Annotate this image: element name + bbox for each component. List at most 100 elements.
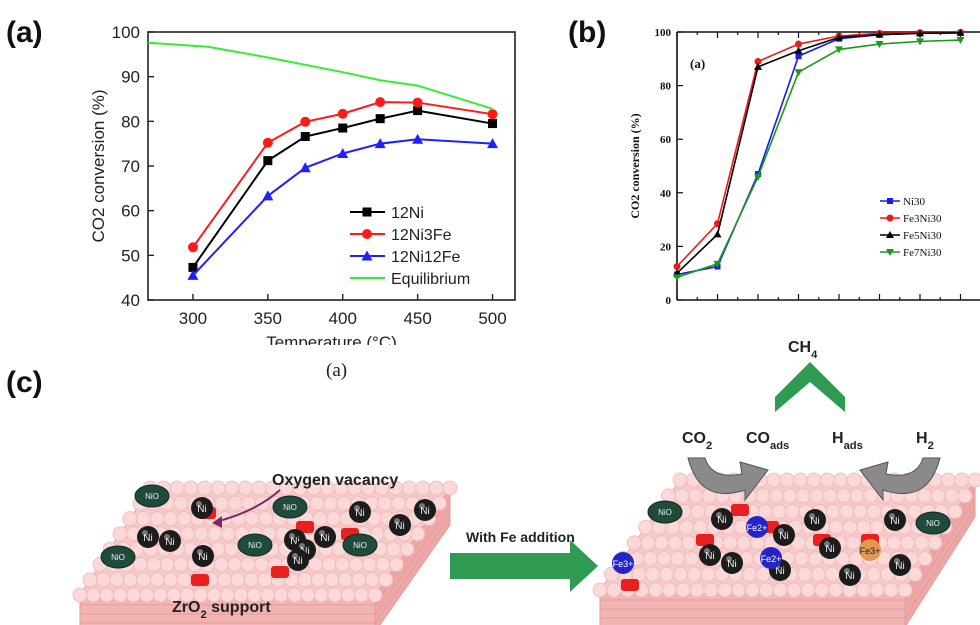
vacancy-pointer-head bbox=[212, 516, 222, 528]
support-bead bbox=[268, 495, 284, 511]
support-bead bbox=[856, 582, 871, 598]
data-point bbox=[875, 30, 884, 38]
support-bead bbox=[173, 495, 189, 511]
data-point bbox=[337, 147, 349, 158]
support-bead bbox=[800, 582, 816, 598]
support-bead bbox=[396, 526, 412, 542]
support-bead bbox=[401, 480, 417, 496]
support-bead bbox=[92, 557, 108, 572]
nio-particle: NiO bbox=[100, 545, 136, 569]
support-bead bbox=[321, 557, 337, 572]
support-bead bbox=[815, 519, 830, 535]
support-bead bbox=[170, 541, 185, 557]
support-bead bbox=[302, 526, 317, 542]
support-bead bbox=[142, 480, 158, 496]
data-point bbox=[412, 133, 424, 144]
ni-particle: Ni bbox=[287, 549, 309, 571]
support-bead bbox=[771, 504, 787, 519]
y-tick-label: 70 bbox=[121, 157, 140, 176]
support-bead bbox=[99, 587, 115, 603]
support-bead bbox=[369, 526, 385, 542]
support-bead bbox=[271, 511, 287, 526]
support-bead bbox=[893, 566, 909, 582]
support-bead bbox=[883, 582, 899, 598]
support-bead bbox=[257, 572, 273, 588]
support-bead bbox=[431, 495, 447, 511]
x-tick-label: 450 bbox=[403, 309, 431, 328]
x-tick-label: 500 bbox=[478, 309, 506, 328]
support-bead bbox=[288, 526, 304, 542]
support-bead bbox=[890, 551, 905, 566]
support-bead bbox=[163, 511, 179, 526]
support-bead bbox=[261, 526, 277, 542]
ni-label: Ni bbox=[143, 533, 152, 544]
support-bead bbox=[203, 572, 219, 588]
support-bead bbox=[733, 519, 749, 535]
support-bead bbox=[119, 557, 135, 572]
support-bead bbox=[731, 582, 747, 598]
data-point bbox=[713, 230, 722, 238]
support-bead bbox=[294, 557, 310, 572]
support-bead bbox=[722, 535, 738, 551]
inset-label: (a) bbox=[690, 56, 705, 71]
support-bead bbox=[109, 572, 125, 588]
support-bead bbox=[278, 480, 294, 496]
support-bead bbox=[703, 504, 719, 519]
support-layer bbox=[79, 594, 376, 606]
support-bead bbox=[742, 488, 757, 504]
data-point bbox=[374, 138, 386, 149]
nio-ellipse bbox=[647, 500, 683, 524]
legend-marker bbox=[361, 250, 373, 261]
support-bead bbox=[122, 511, 138, 526]
support-bead bbox=[701, 488, 717, 504]
support-bead bbox=[309, 495, 325, 511]
y-axis-label: CO2 conversion (%) bbox=[89, 89, 108, 242]
support-bead bbox=[404, 495, 420, 511]
ni-highlight bbox=[726, 556, 732, 562]
support-bead bbox=[281, 557, 297, 572]
ni-particle: Ni bbox=[699, 544, 721, 566]
nio-ellipse bbox=[915, 511, 951, 535]
support-bead bbox=[615, 551, 631, 566]
nio-label: NiO bbox=[658, 508, 672, 517]
support-bead bbox=[661, 582, 677, 598]
support-bead bbox=[923, 519, 939, 535]
series-line bbox=[676, 39, 961, 278]
support-bead bbox=[839, 504, 855, 519]
data-point bbox=[413, 106, 423, 116]
support-bead bbox=[300, 587, 316, 603]
support-bead bbox=[183, 480, 199, 496]
support-bead bbox=[814, 582, 830, 598]
ni-label: Ni bbox=[717, 515, 726, 526]
support-bead bbox=[749, 535, 765, 551]
ni-particle: Ni bbox=[137, 526, 159, 548]
legend-marker bbox=[362, 229, 372, 239]
support-bead bbox=[240, 557, 256, 572]
ni-sphere bbox=[711, 508, 733, 530]
data-point bbox=[956, 37, 965, 45]
data-point bbox=[795, 53, 802, 60]
support-bead bbox=[386, 541, 402, 557]
support-bead bbox=[260, 587, 276, 603]
support-bead bbox=[937, 519, 953, 535]
support-bead bbox=[394, 511, 409, 526]
ni-sphere bbox=[349, 501, 371, 523]
support-bead bbox=[326, 511, 341, 526]
ch4-label: CH4 bbox=[788, 339, 818, 361]
y-axis-label: CO2 conversion (%) bbox=[628, 113, 642, 218]
ni-highlight bbox=[824, 541, 830, 547]
fe-sphere bbox=[612, 552, 634, 574]
data-point bbox=[754, 62, 762, 70]
ni-label: Ni bbox=[895, 561, 904, 572]
support-bead bbox=[383, 526, 399, 542]
support-bead bbox=[801, 519, 817, 535]
support-bead bbox=[822, 488, 838, 504]
support-bead bbox=[645, 566, 661, 582]
legend-label: Ni30 bbox=[903, 196, 926, 208]
ni-sphere bbox=[137, 526, 159, 548]
legend-label: Fe7Ni30 bbox=[903, 247, 942, 259]
support-bead bbox=[651, 519, 667, 535]
data-point bbox=[300, 116, 311, 127]
support-bead bbox=[886, 535, 902, 551]
support-bead bbox=[860, 472, 876, 488]
